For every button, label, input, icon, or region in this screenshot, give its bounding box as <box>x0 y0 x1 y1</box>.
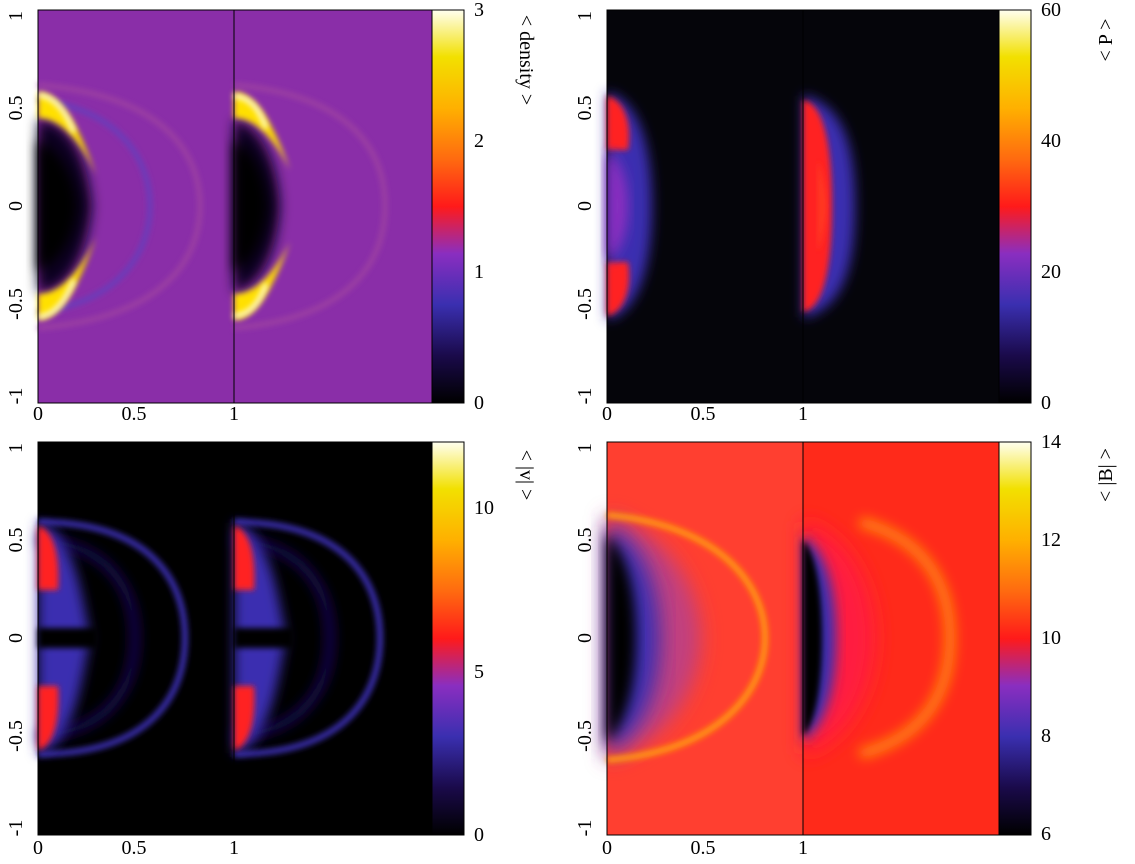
colorbar-tick-label: 0 <box>474 824 484 846</box>
pressure-panel-left <box>607 10 803 403</box>
y-tick-label: 0 <box>574 201 596 211</box>
y-tick-label: 0.5 <box>5 528 27 553</box>
x-tick-label: 1 <box>229 403 239 425</box>
y-tick-label: -1 <box>574 820 596 837</box>
colorbar-tick-label: 6 <box>1041 823 1051 845</box>
velocity-panel-right <box>233 442 432 835</box>
density-y-ticks: 1 0.5 0 -0.5 -1 <box>5 11 27 404</box>
x-tick-label: 1 <box>798 837 808 859</box>
density-colorbar <box>431 9 465 404</box>
y-tick-label: 0 <box>574 633 596 643</box>
x-tick-label: 0 <box>602 837 612 859</box>
velocity-panel-left <box>37 442 234 835</box>
colorbar-tick-label: 0 <box>474 392 484 414</box>
colorbar-tick-label: 14 <box>1041 431 1061 453</box>
pressure-x-ticks: 0 0.5 1 <box>602 403 808 425</box>
y-tick-label: 1 <box>574 443 596 453</box>
magnetic-x-ticks: 0 0.5 1 <box>602 837 808 859</box>
velocity-colorbar-label: < |v| > <box>515 450 537 501</box>
x-tick-label: 0 <box>33 403 43 425</box>
magnetic-y-ticks: 1 0.5 0 -0.5 -1 <box>574 443 596 836</box>
density-panel-left <box>37 10 234 403</box>
magnetic-colorbar-label: < |B| > <box>1095 448 1117 502</box>
velocity-plot <box>37 441 465 836</box>
y-tick-label: -0.5 <box>5 288 27 320</box>
pressure-panel-right <box>803 10 999 403</box>
colorbar-tick-label: 3 <box>474 0 484 21</box>
magnetic-colorbar <box>998 441 1032 836</box>
pressure-colorbar <box>998 9 1032 404</box>
velocity-y-ticks: 1 0.5 0 -0.5 -1 <box>5 443 27 836</box>
y-tick-label: -0.5 <box>5 720 27 752</box>
x-tick-label: 0.5 <box>122 403 147 425</box>
x-tick-label: 0.5 <box>691 403 716 425</box>
colorbar-tick-label: 1 <box>474 261 484 283</box>
y-tick-label: -1 <box>5 820 27 837</box>
x-tick-label: 0 <box>602 403 612 425</box>
y-tick-label: 1 <box>5 11 27 21</box>
pressure-colorbar-label: < P > <box>1095 19 1117 62</box>
density-panel-right <box>233 10 432 403</box>
y-tick-label: -0.5 <box>574 720 596 752</box>
y-tick-label: -1 <box>574 388 596 405</box>
y-tick-label: 0 <box>5 201 27 211</box>
colorbar-tick-label: 2 <box>474 130 484 152</box>
colorbar-tick-label: 10 <box>1041 627 1061 649</box>
colorbar-tick-label: 20 <box>1041 261 1061 283</box>
density-x-ticks: 0 0.5 1 <box>33 403 239 425</box>
colorbar-tick-label: 8 <box>1041 725 1051 747</box>
pressure-plot <box>606 9 1032 404</box>
colorbar-tick-label: 10 <box>474 497 494 519</box>
y-tick-label: 0.5 <box>5 96 27 121</box>
x-tick-label: 1 <box>798 403 808 425</box>
colorbar-tick-label: 12 <box>1041 529 1061 551</box>
y-tick-label: 0.5 <box>574 528 596 553</box>
y-tick-label: -0.5 <box>574 288 596 320</box>
x-tick-label: 0.5 <box>122 837 147 859</box>
y-tick-label: 1 <box>574 11 596 21</box>
pressure-y-ticks: 1 0.5 0 -0.5 -1 <box>574 11 596 404</box>
x-tick-label: 0.5 <box>691 837 716 859</box>
y-tick-label: -1 <box>5 388 27 405</box>
magnetic-panel-right <box>803 442 999 835</box>
magnetic-colorbar-ticks: 14 12 10 8 6 <box>1041 431 1061 845</box>
magnetic-panel-left <box>606 442 803 835</box>
velocity-x-ticks: 0 0.5 1 <box>33 837 239 859</box>
x-tick-label: 0 <box>33 837 43 859</box>
density-colorbar-label: < density > <box>515 15 537 105</box>
velocity-colorbar <box>431 441 465 836</box>
y-tick-label: 0.5 <box>574 96 596 121</box>
y-tick-label: 1 <box>5 443 27 453</box>
colorbar-tick-label: 0 <box>1041 392 1051 414</box>
velocity-colorbar-ticks: 10 5 0 <box>474 497 494 846</box>
colorbar-tick-label: 40 <box>1041 130 1061 152</box>
colorbar-tick-label: 5 <box>474 661 484 683</box>
magnetic-plot <box>606 441 1032 836</box>
colorbar-tick-label: 60 <box>1041 0 1061 21</box>
x-tick-label: 1 <box>229 837 239 859</box>
density-colorbar-ticks: 3 2 1 0 <box>474 0 484 414</box>
density-plot <box>37 9 465 404</box>
y-tick-label: 0 <box>5 633 27 643</box>
pressure-colorbar-ticks: 60 40 20 0 <box>1041 0 1061 414</box>
